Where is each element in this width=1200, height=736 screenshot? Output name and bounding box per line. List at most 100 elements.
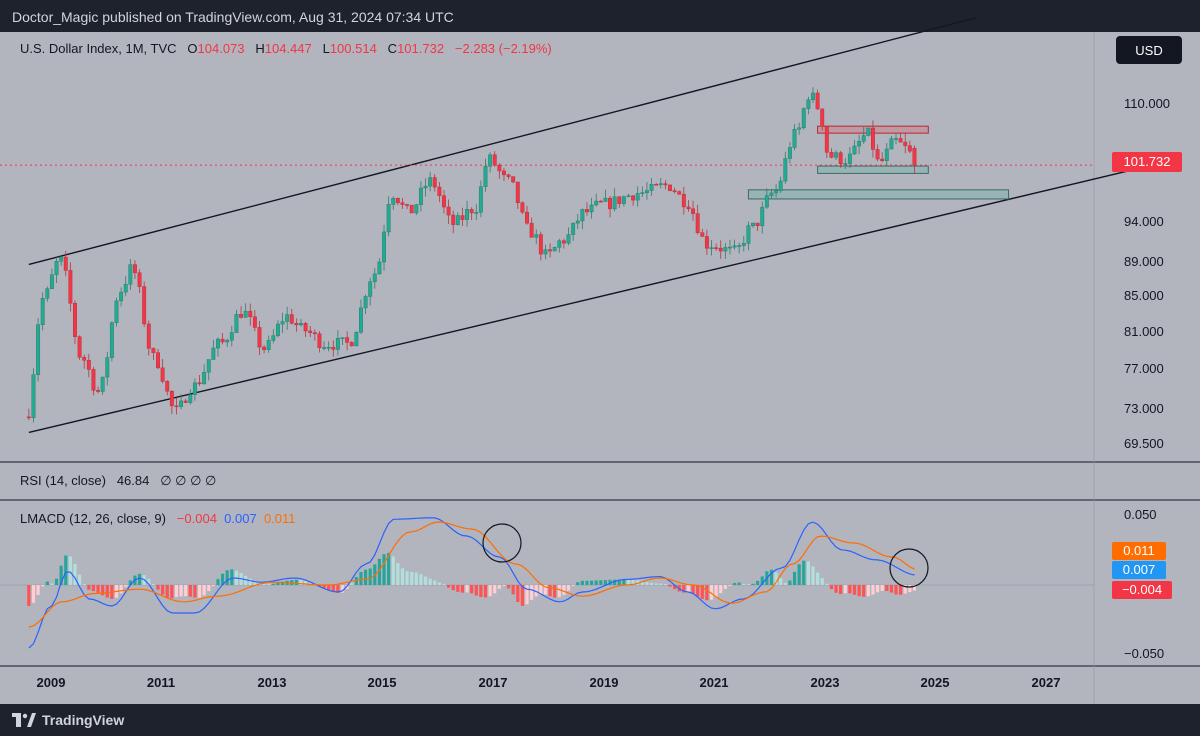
macd-hist-bar <box>124 585 128 587</box>
candle-body <box>280 321 285 325</box>
rsi-title[interactable]: RSI (14, close) <box>20 473 106 488</box>
candle-body <box>423 185 428 189</box>
price-axis: 110.000 94.000 89.000 85.000 81.000 77.0… <box>1112 96 1182 451</box>
candle-body <box>834 152 838 158</box>
macd-hist-bar <box>617 579 621 585</box>
candle <box>741 235 746 252</box>
macd-hist-bar <box>410 571 414 585</box>
candle-body <box>843 163 848 165</box>
candle <box>400 197 405 209</box>
macd-hist-bar <box>640 581 644 585</box>
candle-body <box>183 400 188 403</box>
macd-legend: LMACD (12, 26, close, 9) −0.004 0.007 0.… <box>20 511 296 526</box>
price-tick-69-5: 69.500 <box>1124 436 1164 451</box>
macd-hist-bar <box>165 585 169 598</box>
candle-body <box>723 247 728 252</box>
macd-hist-bar <box>276 582 280 585</box>
candle <box>783 151 788 184</box>
macd-hist-bar <box>304 581 308 585</box>
low-value: 100.514 <box>329 41 377 56</box>
candle-body <box>631 195 636 201</box>
macd-hist-bar <box>184 585 188 597</box>
candle <box>889 135 894 150</box>
candle-body <box>557 240 562 248</box>
candle-body <box>617 196 622 204</box>
macd-hist-bar <box>848 585 852 594</box>
candle-body <box>732 245 737 248</box>
publish-info: Doctor_Magic published on TradingView.co… <box>12 9 454 25</box>
candle <box>723 242 728 259</box>
tradingview-brand: TradingView <box>42 712 125 728</box>
channel-lines <box>28 17 1131 434</box>
candle-body <box>437 186 442 196</box>
candle-body <box>220 338 225 343</box>
candle-body <box>898 138 903 143</box>
macd-hist-bar <box>622 579 626 585</box>
candle-body <box>598 200 603 203</box>
macd-hist-bar <box>562 585 566 595</box>
candle-body <box>229 332 234 341</box>
macd-hist-bar <box>294 579 298 585</box>
candle-body <box>603 197 608 202</box>
candle-body <box>884 148 889 161</box>
candle <box>857 134 862 155</box>
candle <box>534 229 539 245</box>
candle <box>543 244 548 260</box>
candle <box>681 186 686 215</box>
macd-hist-bar <box>783 582 787 585</box>
candle <box>405 203 410 209</box>
macd-hist-bar <box>663 584 667 585</box>
candle <box>96 386 100 394</box>
candle-body <box>123 283 128 293</box>
candle <box>414 203 419 216</box>
currency-button[interactable]: USD <box>1116 36 1182 64</box>
macd-hist-bar <box>248 578 252 585</box>
macd-title[interactable]: LMACD (12, 26, close, 9) <box>20 511 166 526</box>
macd-hist-bar <box>391 556 395 585</box>
candle <box>308 325 313 338</box>
macd-hist-bar <box>885 585 889 591</box>
candle-body <box>349 342 354 347</box>
macd-hist-bar <box>779 578 783 585</box>
macd-hist-bar <box>59 565 63 585</box>
macd-hist-bar <box>806 561 810 585</box>
high-value: 104.447 <box>264 41 312 56</box>
macd-hist-bar <box>96 585 100 593</box>
candle-body <box>243 310 248 318</box>
macd-hist-bar <box>585 580 589 585</box>
candle <box>875 144 880 162</box>
candle <box>677 190 682 195</box>
macd-hist-bar <box>322 585 326 589</box>
candle-body <box>806 99 811 109</box>
macd-hist-bar <box>216 579 220 585</box>
candle-body <box>82 357 87 361</box>
candle-body <box>718 247 723 252</box>
price-tick-110: 110.000 <box>1124 96 1170 111</box>
candle <box>326 341 331 352</box>
macd-hist-bar <box>659 583 663 585</box>
candle <box>428 171 433 192</box>
symbol-title[interactable]: U.S. Dollar Index, 1M, TVC <box>20 41 177 56</box>
candle-body <box>169 390 174 407</box>
candle <box>847 146 852 168</box>
candle-body <box>695 213 700 233</box>
candle <box>732 239 737 250</box>
candle <box>778 176 783 193</box>
candle-body <box>206 359 211 373</box>
candle-body <box>668 184 672 191</box>
macd-hist-bar <box>433 580 437 585</box>
macd-hist-bar <box>571 585 575 586</box>
low-label: L <box>322 41 330 56</box>
macd-hist-bar <box>442 584 446 585</box>
macd-hist-bar <box>857 585 861 597</box>
macd-tick-neg: −0.050 <box>1124 646 1164 661</box>
candle-body <box>188 394 193 403</box>
macd-hist-bar <box>493 585 497 594</box>
candle <box>792 124 797 151</box>
tradingview-logo[interactable]: TradingView <box>12 711 124 729</box>
macd-hist-bar <box>267 584 271 585</box>
candle-body <box>870 127 875 150</box>
candle-body <box>838 152 843 165</box>
candle <box>483 158 488 192</box>
